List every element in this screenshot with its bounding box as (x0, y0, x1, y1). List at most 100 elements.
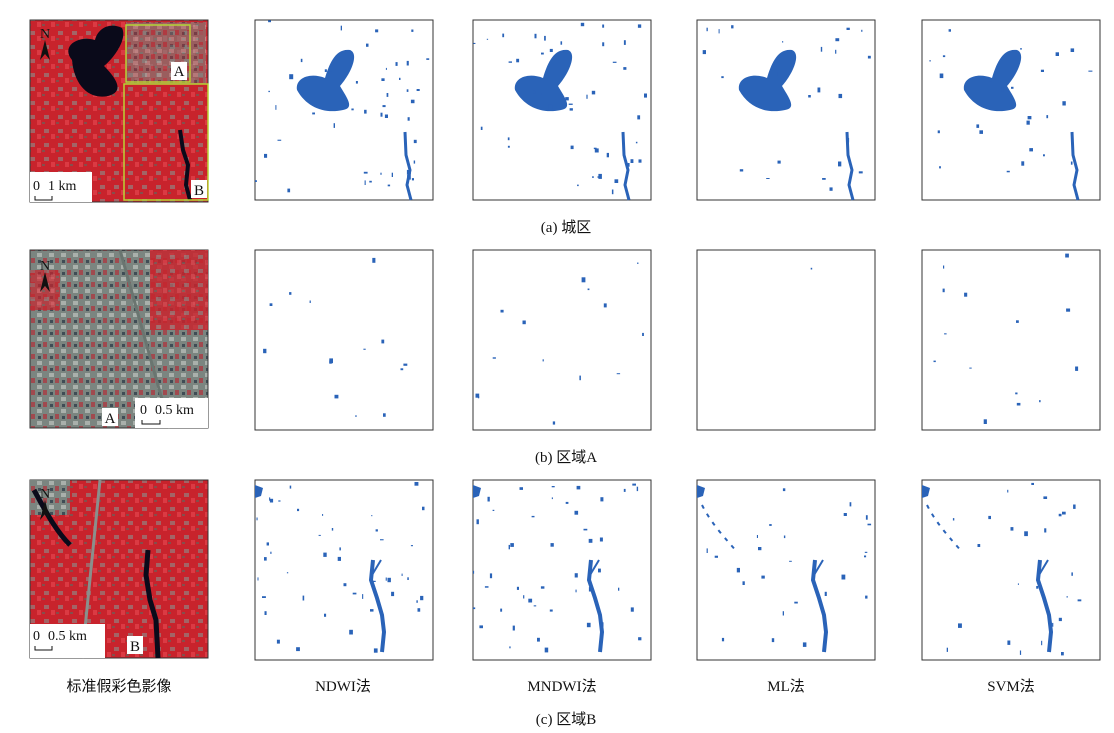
water-pixel (1052, 622, 1054, 627)
water-pixel (1071, 572, 1073, 576)
map-frame (254, 19, 434, 201)
water-pixel (331, 528, 334, 531)
water-pixel (808, 95, 811, 98)
water-pixel (268, 20, 271, 23)
water-pixel (864, 551, 868, 553)
water-pixel (630, 159, 634, 163)
water-pixel (565, 97, 569, 101)
water-pixel (269, 497, 271, 501)
water-pixel (386, 93, 389, 97)
water-pixel (864, 555, 867, 558)
water-pixel (519, 487, 523, 490)
water-pixel (721, 76, 724, 79)
water-pixel (507, 137, 510, 141)
water-pixel (375, 529, 378, 532)
water-pixel (362, 594, 364, 599)
water-pixel (849, 502, 852, 507)
water-pixel (270, 551, 272, 554)
region-label: B (130, 639, 140, 655)
water-pixel (1075, 366, 1079, 371)
water-pixel (757, 80, 760, 84)
water-pixel (552, 421, 556, 425)
water-pixel (843, 513, 847, 516)
water-pixel (939, 166, 941, 169)
water-pixel (841, 574, 846, 580)
water-pixel (333, 123, 335, 128)
water-pixel (255, 180, 257, 182)
water-pixel (544, 35, 546, 41)
water-pixel (537, 637, 540, 642)
water-pixel (600, 497, 604, 502)
water-pixel (403, 363, 408, 366)
river (810, 559, 829, 653)
water-pixel (297, 508, 300, 512)
river (589, 559, 600, 576)
river (701, 504, 738, 553)
water-pixel (718, 29, 720, 34)
water-pixel (776, 72, 778, 77)
water-pixel (289, 485, 292, 489)
water-pixel (264, 611, 267, 615)
water-pixel (296, 647, 300, 652)
water-pixel (528, 598, 533, 603)
water-map (921, 19, 1101, 201)
water-pixel (1044, 528, 1047, 533)
river (1038, 559, 1049, 576)
water-pixel (411, 178, 414, 181)
water-pixel (1027, 116, 1032, 120)
water-pixel (391, 172, 393, 177)
water-pixel (263, 348, 267, 354)
river (926, 504, 963, 553)
water-pixel (835, 49, 837, 54)
water-pixel (391, 591, 395, 597)
water-pixel (598, 173, 602, 179)
water-pixel (370, 609, 374, 612)
water-pixel (587, 288, 590, 291)
water-pixel (328, 71, 333, 75)
water-pixel (594, 148, 599, 153)
water-pixel (636, 486, 639, 492)
water-pixel (1058, 617, 1062, 622)
false-color-image (29, 479, 209, 659)
map-frame (472, 249, 652, 431)
water-body (296, 49, 355, 112)
water-pixel (1040, 69, 1044, 72)
water-pixel (1058, 513, 1062, 517)
water-pixel (486, 38, 489, 40)
map-frame (254, 249, 434, 431)
water-pixel (269, 303, 273, 306)
water-pixel (706, 548, 708, 553)
river (368, 559, 387, 653)
water-pixel (268, 90, 270, 93)
water-pixel (758, 547, 762, 551)
water-pixel (638, 159, 642, 163)
water-pixel (484, 586, 489, 588)
water-pixel (1043, 154, 1045, 157)
water-pixel (352, 592, 357, 595)
water-pixel (1077, 599, 1082, 602)
water-pixel (473, 570, 475, 574)
water-pixel (810, 267, 813, 270)
water-pixel (416, 600, 418, 603)
water-pixel (782, 41, 784, 43)
water-pixel (286, 572, 289, 574)
map-frame (696, 249, 876, 431)
water-pixel (551, 486, 555, 488)
water-pixel (323, 552, 327, 557)
water-pixel (544, 647, 549, 653)
water-pixel (789, 560, 792, 562)
water-pixel (480, 126, 483, 130)
water-pixel (1024, 531, 1028, 537)
water-pixel (588, 587, 592, 592)
water-pixel (508, 544, 510, 550)
water-pixel (1066, 596, 1068, 598)
water-pixel (413, 160, 416, 164)
water-pixel (802, 642, 807, 647)
water-pixel (838, 93, 843, 99)
water-pixel (507, 145, 510, 148)
water-pixel (422, 506, 425, 511)
water-pixel (783, 535, 786, 539)
water-pixel (531, 515, 535, 518)
water-pixel (416, 89, 420, 91)
water-pixel (407, 577, 409, 580)
